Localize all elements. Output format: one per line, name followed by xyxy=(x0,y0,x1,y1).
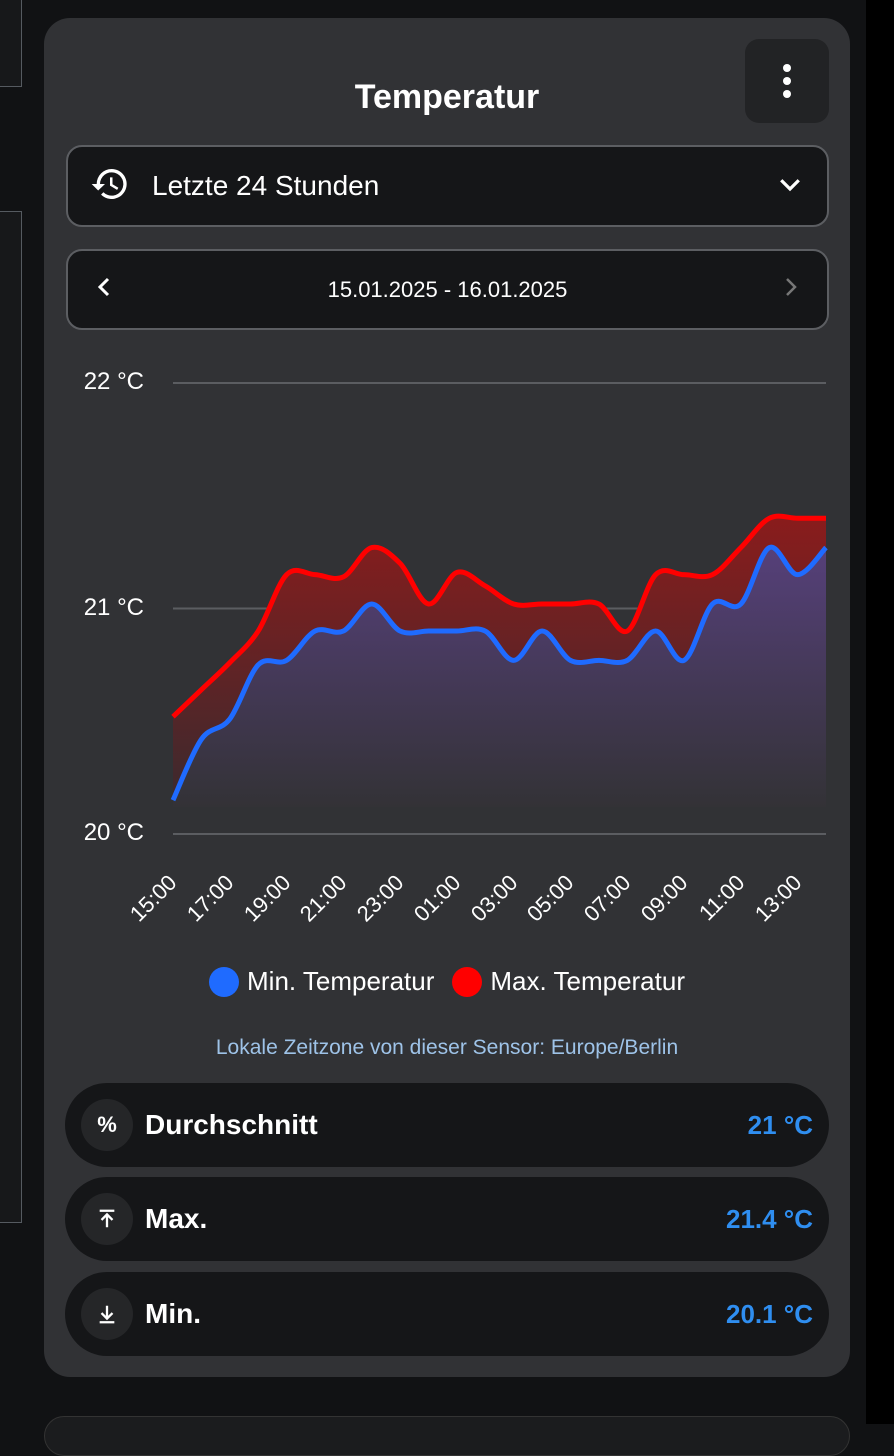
stat-label: Min. xyxy=(145,1298,201,1329)
card-title: Temperatur xyxy=(354,78,540,116)
period-select[interactable]: Letzte 24 Stunden xyxy=(66,145,829,227)
date-navigation: 15.01.2025 - 16.01.2025 xyxy=(66,249,829,330)
min-temperature-line xyxy=(170,544,828,802)
background-panel xyxy=(0,211,22,1223)
legend-item-min[interactable]: Min. Temperatur xyxy=(209,966,434,997)
stat-value: 21 °C xyxy=(747,1109,813,1140)
min-area xyxy=(173,547,826,807)
history-icon xyxy=(90,164,130,209)
period-select-label: Letzte 24 Stunden xyxy=(152,170,380,201)
y-tick-label: 21 °C xyxy=(83,593,144,621)
arrow-down-to-line-icon xyxy=(81,1288,133,1340)
background-panel xyxy=(0,0,22,87)
background-edge xyxy=(866,0,894,1424)
legend-swatch-min xyxy=(209,966,240,997)
stat-average: % Durchschnitt 21 °C xyxy=(65,1083,829,1167)
timezone-note: Lokale Zeitzone von dieser Sensor: Europ… xyxy=(215,1036,679,1059)
legend-label-max: Max. Temperatur xyxy=(490,966,685,996)
stat-label: Durchschnitt xyxy=(145,1109,318,1140)
y-tick-label: 20 °C xyxy=(83,819,144,846)
max-temperature-line xyxy=(171,513,826,719)
previous-period-button[interactable] xyxy=(92,272,116,307)
legend-swatch-max xyxy=(452,966,483,997)
temperature-chart xyxy=(170,382,828,835)
stat-value: 21.4 °C xyxy=(725,1203,813,1234)
date-range: 15.01.2025 - 16.01.2025 xyxy=(327,276,568,302)
stat-label: Max. xyxy=(145,1203,208,1234)
chart-legend: Min. Temperatur Max. Temperatur xyxy=(44,966,850,997)
stat-min: Min. 20.1 °C xyxy=(65,1272,829,1356)
legend-label-min: Min. Temperatur xyxy=(247,966,435,996)
more-menu-button[interactable] xyxy=(745,39,829,123)
arrow-up-to-line-icon xyxy=(81,1193,133,1245)
percent-icon: % xyxy=(81,1099,133,1151)
stat-max: Max. 21.4 °C xyxy=(65,1177,829,1261)
temperature-card: Temperatur Letzte 24 Stunden 15.01.2025 … xyxy=(44,18,850,1377)
chevron-down-icon xyxy=(775,169,805,204)
next-period-button[interactable] xyxy=(779,272,803,307)
legend-item-max[interactable]: Max. Temperatur xyxy=(452,966,685,997)
next-card xyxy=(44,1416,850,1456)
stat-value: 20.1 °C xyxy=(725,1298,813,1329)
y-tick-label: 22 °C xyxy=(83,368,144,395)
